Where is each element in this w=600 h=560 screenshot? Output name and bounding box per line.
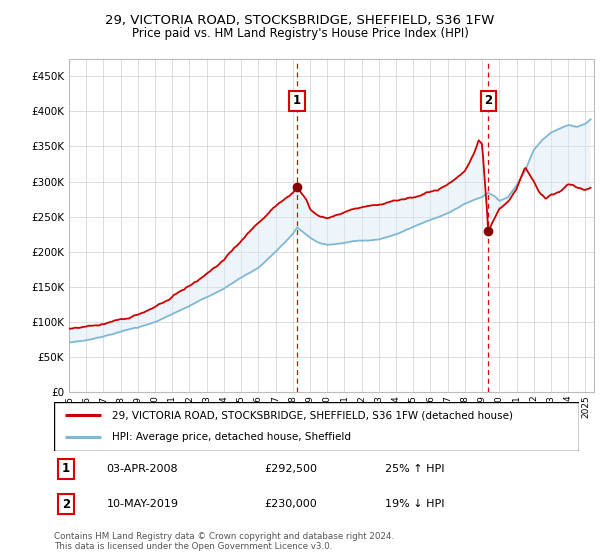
Text: 19% ↓ HPI: 19% ↓ HPI <box>385 499 444 509</box>
Text: 2: 2 <box>62 497 70 511</box>
Text: 1: 1 <box>62 463 70 475</box>
Text: Contains HM Land Registry data © Crown copyright and database right 2024.
This d: Contains HM Land Registry data © Crown c… <box>54 532 394 552</box>
Text: 03-APR-2008: 03-APR-2008 <box>107 464 178 474</box>
FancyBboxPatch shape <box>54 402 579 451</box>
Text: 1: 1 <box>293 95 301 108</box>
Text: HPI: Average price, detached house, Sheffield: HPI: Average price, detached house, Shef… <box>112 432 351 442</box>
Text: Price paid vs. HM Land Registry's House Price Index (HPI): Price paid vs. HM Land Registry's House … <box>131 27 469 40</box>
Text: 10-MAY-2019: 10-MAY-2019 <box>107 499 179 509</box>
Text: 2: 2 <box>484 95 493 108</box>
Text: £292,500: £292,500 <box>264 464 317 474</box>
Text: 29, VICTORIA ROAD, STOCKSBRIDGE, SHEFFIELD, S36 1FW: 29, VICTORIA ROAD, STOCKSBRIDGE, SHEFFIE… <box>106 14 494 27</box>
Text: 25% ↑ HPI: 25% ↑ HPI <box>385 464 444 474</box>
Text: £230,000: £230,000 <box>264 499 317 509</box>
Text: 29, VICTORIA ROAD, STOCKSBRIDGE, SHEFFIELD, S36 1FW (detached house): 29, VICTORIA ROAD, STOCKSBRIDGE, SHEFFIE… <box>112 410 513 421</box>
